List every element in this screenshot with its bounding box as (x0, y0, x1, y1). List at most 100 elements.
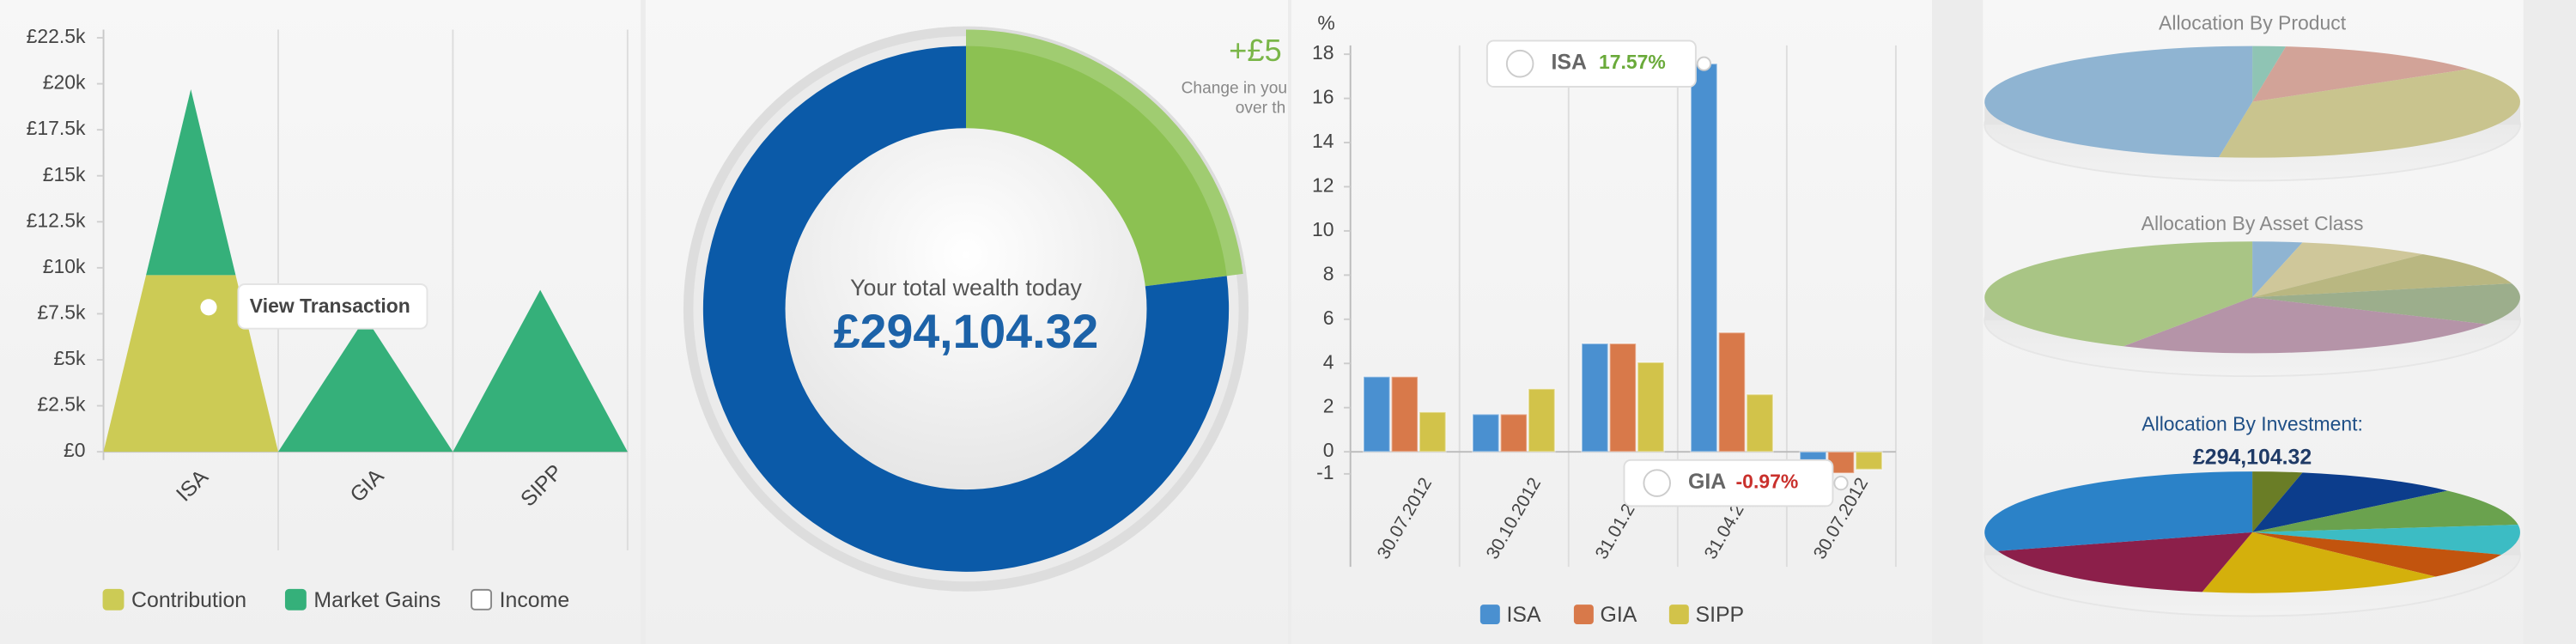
y-tick-label: £15k (43, 163, 86, 185)
y-tick-label: £22.5k (27, 25, 86, 47)
pie-slice (2252, 46, 2287, 102)
y-tick-label: 10 (1312, 218, 1334, 240)
triangle-segment (103, 275, 278, 453)
y-tick-label: £20k (43, 71, 86, 94)
chart-layer: £0 £2.5k £5k £7.5k £10k £12.5k £15k £17.5k £20k £… (27, 12, 2521, 627)
legend-label: GIA (1601, 603, 1637, 627)
tooltip-icon (1505, 49, 1534, 78)
panel (1291, 0, 1932, 644)
triangle-segment (453, 289, 628, 453)
bar (1637, 361, 1665, 453)
y-tick-label: £0 (64, 439, 86, 461)
tooltip (1485, 39, 1697, 88)
tooltip (1623, 459, 1834, 507)
y-tick-label: 8 (1323, 262, 1334, 284)
tooltip-value: -0.97% (1736, 471, 1799, 493)
bar (1528, 387, 1556, 453)
y-tick-label: 18 (1312, 41, 1334, 64)
y-tick-label: £2.5k (37, 393, 86, 416)
tooltip-icon (1643, 469, 1671, 497)
change-box: +£5 Change in you over th (1182, 33, 1287, 117)
legend-label: Market Gains (313, 588, 440, 612)
bar (1746, 393, 1774, 453)
pie-slice (2252, 525, 2520, 555)
bar (1499, 413, 1528, 453)
bar (1717, 331, 1747, 453)
y-tick-label: 0 (1323, 439, 1334, 461)
tooltip-series: GIA (1688, 470, 1726, 494)
y-tick-label: 2 (1323, 395, 1334, 417)
pie-subtitle: £294,104.32 (2193, 445, 2312, 469)
pie-slice (2202, 532, 2436, 593)
legend-swatch (1668, 605, 1689, 625)
legend-swatch (284, 588, 307, 611)
bar (1581, 343, 1609, 453)
legend-label: ISA (1506, 603, 1540, 627)
pie-title: Allocation By Asset Class (2142, 212, 2364, 234)
pie-title: Allocation By Investment: (2142, 413, 2363, 435)
bar (1390, 375, 1419, 453)
y-tick-label: 16 (1312, 86, 1334, 108)
change-note: over th (1236, 99, 1285, 117)
change-note: Change in you (1182, 79, 1287, 97)
y-tick-label: -1 (1316, 461, 1334, 483)
donut-slice (966, 29, 1243, 287)
triangle-segment (146, 89, 236, 276)
tooltip-point (200, 299, 217, 316)
tooltip-label: View Transaction (250, 295, 410, 317)
pie-title: Allocation By Product (2159, 12, 2347, 34)
y-tick-label: £7.5k (37, 301, 86, 323)
y-tick-label: 12 (1312, 174, 1334, 197)
pie-slice (2252, 46, 2470, 102)
pie-slice (1984, 471, 2253, 551)
tooltip-point (1833, 475, 1849, 491)
pie-slice (2252, 254, 2512, 298)
legend-swatch (471, 588, 493, 611)
center-value: £294,104.32 (834, 305, 1098, 358)
bar (1419, 410, 1447, 453)
tooltip-value: 17.57% (1599, 51, 1666, 73)
legend-label: Contribution (131, 588, 246, 612)
legend-label: Income (500, 588, 570, 612)
pie-slice (2252, 471, 2303, 532)
y-tick-label: 6 (1323, 307, 1334, 329)
pie-slice (2252, 241, 2303, 298)
legend-label: SIPP (1695, 603, 1744, 627)
y-tick-label: £17.5k (27, 117, 86, 139)
tooltip-series: ISA (1552, 51, 1587, 75)
pie-slice (2252, 532, 2502, 577)
pie-slice (2123, 297, 2488, 354)
bar (1472, 413, 1500, 453)
bar (1690, 63, 1718, 453)
overlay-layer: View Transaction ISA 17.57% GIA -0.97% (200, 39, 1849, 507)
legend-swatch (1573, 605, 1594, 625)
bar (1363, 375, 1391, 453)
slice-highlight (966, 29, 1243, 276)
pie-slice (2252, 283, 2520, 325)
y-tick-label: 14 (1312, 130, 1334, 152)
y-axis-label: % (1317, 12, 1334, 34)
triangle-segment (277, 317, 453, 453)
pie-slice (2219, 69, 2520, 158)
y-tick-label: £5k (54, 347, 87, 369)
pie-slice (1997, 532, 2253, 592)
legend-swatch (1479, 605, 1500, 625)
donut-slice (702, 46, 1230, 572)
pie-slice (2252, 490, 2518, 532)
pie-slice (2252, 242, 2423, 298)
pie-slice (1984, 46, 2253, 158)
pie-slice (2252, 472, 2448, 532)
bar (1608, 343, 1637, 453)
pie-slice (1984, 241, 2253, 347)
tooltip-point (1696, 56, 1712, 71)
y-tick-label: 4 (1323, 350, 1334, 373)
donut-hole (785, 128, 1147, 490)
tooltip (237, 283, 428, 330)
y-tick-label: £12.5k (27, 209, 86, 231)
y-tick-label: £10k (43, 255, 86, 277)
legend-swatch (102, 588, 125, 611)
bar (1855, 451, 1883, 471)
change-value: +£5 (1229, 33, 1282, 68)
